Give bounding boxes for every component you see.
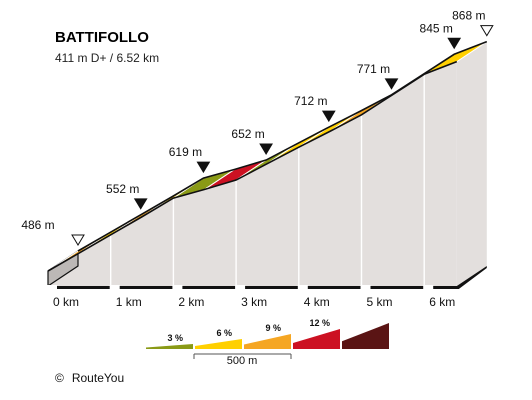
km-tick-label: 6 km bbox=[429, 295, 455, 309]
km-marker-icon bbox=[447, 37, 462, 50]
endpoint-marker-icon bbox=[71, 234, 85, 246]
elevation-label: 486 m bbox=[21, 218, 54, 232]
elevation-label: 619 m bbox=[169, 145, 202, 159]
legend-swatch bbox=[146, 344, 193, 349]
legend-label: 6 % bbox=[216, 328, 232, 338]
km-tick bbox=[423, 285, 434, 289]
elevation-label: 868 m bbox=[452, 9, 485, 23]
km-tick bbox=[109, 285, 120, 289]
legend-label: 12 % bbox=[309, 318, 330, 328]
chart-subtitle: 411 m D+ / 6.52 km bbox=[55, 51, 159, 65]
legend-swatch bbox=[293, 329, 340, 349]
km-marker-icon bbox=[259, 143, 273, 156]
legend: 3 % 6 % 9 % 12 % 500 m bbox=[146, 318, 389, 367]
km-marker-icon bbox=[133, 198, 148, 210]
km-tick-label: 3 km bbox=[241, 295, 267, 309]
endpoint-marker-icon bbox=[479, 25, 494, 37]
profile-layer: 0 km 1 km 2 km 3 km 4 km 5 km 6 km bbox=[47, 40, 488, 309]
copyright-icon: © bbox=[55, 371, 64, 385]
elevation-label: 712 m bbox=[294, 94, 327, 108]
km-tick-label: 2 km bbox=[178, 295, 204, 309]
elevation-label: 771 m bbox=[357, 62, 390, 76]
km-tick bbox=[297, 285, 308, 289]
legend-label: 3 % bbox=[167, 333, 183, 343]
legend-scale-label: 500 m bbox=[227, 355, 258, 367]
km-marker-icon bbox=[196, 161, 211, 174]
credit-label: RouteYou bbox=[72, 371, 124, 385]
km-tick bbox=[172, 285, 183, 289]
legend-label: 9 % bbox=[265, 323, 281, 333]
profile-side-wall bbox=[48, 61, 457, 286]
elevation-label: 552 m bbox=[106, 182, 139, 196]
km-tick-label: 0 km bbox=[53, 295, 79, 309]
legend-swatch bbox=[195, 339, 242, 349]
credit-text: © RouteYou bbox=[55, 371, 124, 385]
km-tick-label: 1 km bbox=[116, 295, 142, 309]
elevation-label: 652 m bbox=[231, 127, 264, 141]
chart-title: BATTIFOLLO bbox=[55, 29, 149, 46]
profile-base-line bbox=[48, 266, 487, 289]
km-tick bbox=[47, 285, 57, 289]
profile-front-ridge bbox=[47, 60, 458, 272]
km-tick bbox=[360, 285, 371, 289]
km-marker-icon bbox=[321, 110, 336, 123]
profile-back-ridge bbox=[77, 40, 488, 252]
profile-end-wall bbox=[456, 41, 487, 286]
km-marker-icon bbox=[384, 78, 399, 90]
elevation-label: 845 m bbox=[420, 21, 453, 35]
km-tick-label: 5 km bbox=[366, 295, 392, 309]
km-tick-label: 4 km bbox=[304, 295, 330, 309]
km-tick bbox=[235, 285, 246, 289]
legend-swatch bbox=[244, 334, 291, 349]
legend-swatch bbox=[342, 323, 389, 349]
